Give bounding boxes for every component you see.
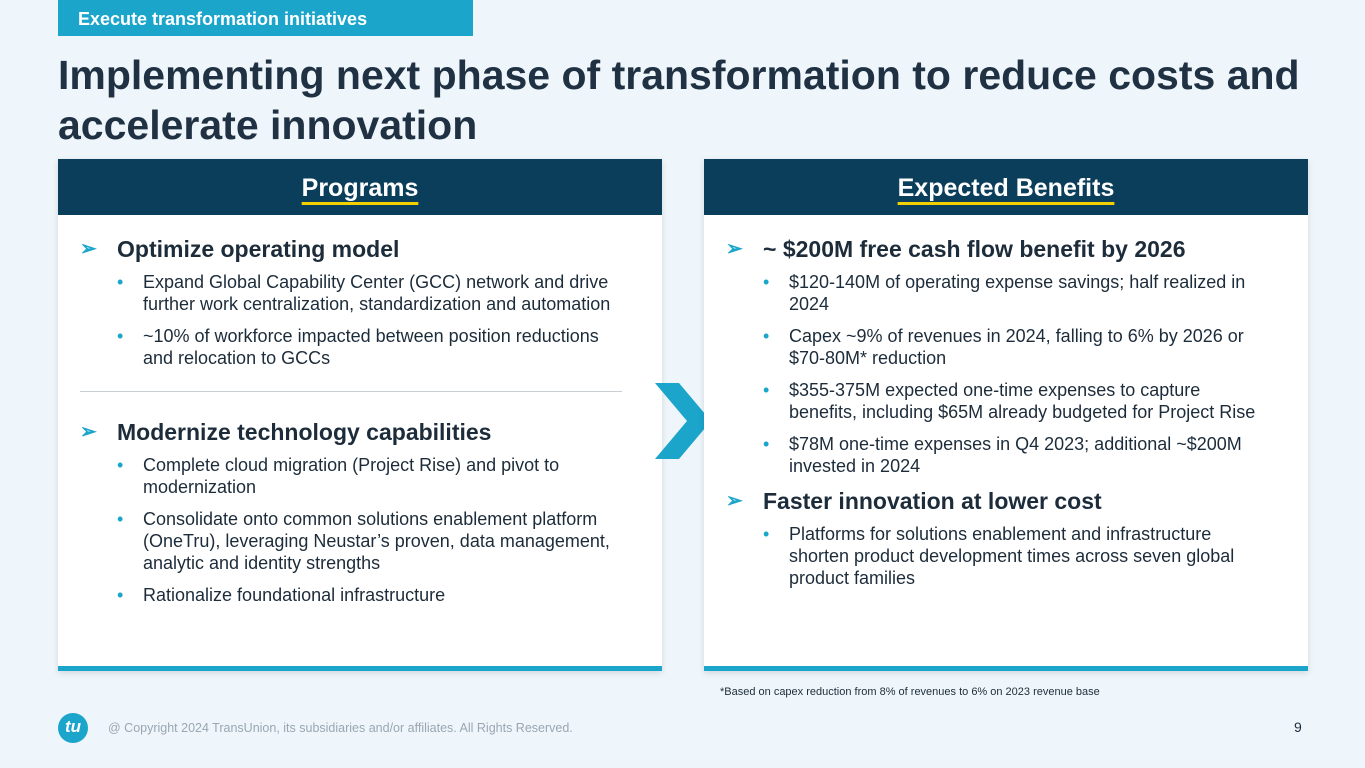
bullet: Consolidate onto common solutions enable… xyxy=(80,508,622,574)
bullet: $355-375M expected one-time expenses to … xyxy=(726,379,1268,423)
chevron xyxy=(655,383,711,459)
divider xyxy=(80,391,622,392)
bullet: Expand Global Capability Center (GCC) ne… xyxy=(80,271,622,315)
bullet: ~10% of workforce impacted between posit… xyxy=(80,325,622,369)
slide-title: Implementing next phase of transformatio… xyxy=(58,52,1300,148)
bullet-list: Complete cloud migration (Project Rise) … xyxy=(80,454,622,606)
programs-panel: Programs Optimize operating model Expand… xyxy=(58,159,662,671)
bullet: Complete cloud migration (Project Rise) … xyxy=(80,454,622,498)
panel-heading: Expected Benefits xyxy=(704,159,1308,215)
bullet: $78M one-time expenses in Q4 2023; addit… xyxy=(726,433,1268,477)
group-heading: Modernize technology capabilities xyxy=(80,418,622,446)
benefits-panel: Expected Benefits ~ $200M free cash flow… xyxy=(704,159,1308,671)
bullet-list: Platforms for solutions enablement and i… xyxy=(726,523,1268,589)
chevron-arrow xyxy=(655,383,711,459)
panel-heading: Programs xyxy=(58,159,662,215)
heading-text: Programs xyxy=(301,174,419,202)
logo: tu xyxy=(58,713,88,743)
group-heading: Optimize operating model xyxy=(80,235,622,263)
group-heading: Faster innovation at lower cost xyxy=(726,487,1268,515)
bullet: Rationalize foundational infrastructure xyxy=(80,584,622,606)
bullet-list: Expand Global Capability Center (GCC) ne… xyxy=(80,271,622,369)
bullet: Platforms for solutions enablement and i… xyxy=(726,523,1268,589)
page-number: 9 xyxy=(1294,719,1302,735)
section-tab: Execute transformation initiatives xyxy=(58,0,473,36)
footnote: *Based on capex reduction from 8% of rev… xyxy=(720,686,1100,698)
copyright: @ Copyright 2024 TransUnion, its subsidi… xyxy=(108,721,573,735)
bullet-list: $120-140M of operating expense savings; … xyxy=(726,271,1268,477)
bullet: Capex ~9% of revenues in 2024, falling t… xyxy=(726,325,1268,369)
heading-text: Expected Benefits xyxy=(897,174,1115,202)
bullet: $120-140M of operating expense savings; … xyxy=(726,271,1268,315)
group-heading: ~ $200M free cash flow benefit by 2026 xyxy=(726,235,1268,263)
